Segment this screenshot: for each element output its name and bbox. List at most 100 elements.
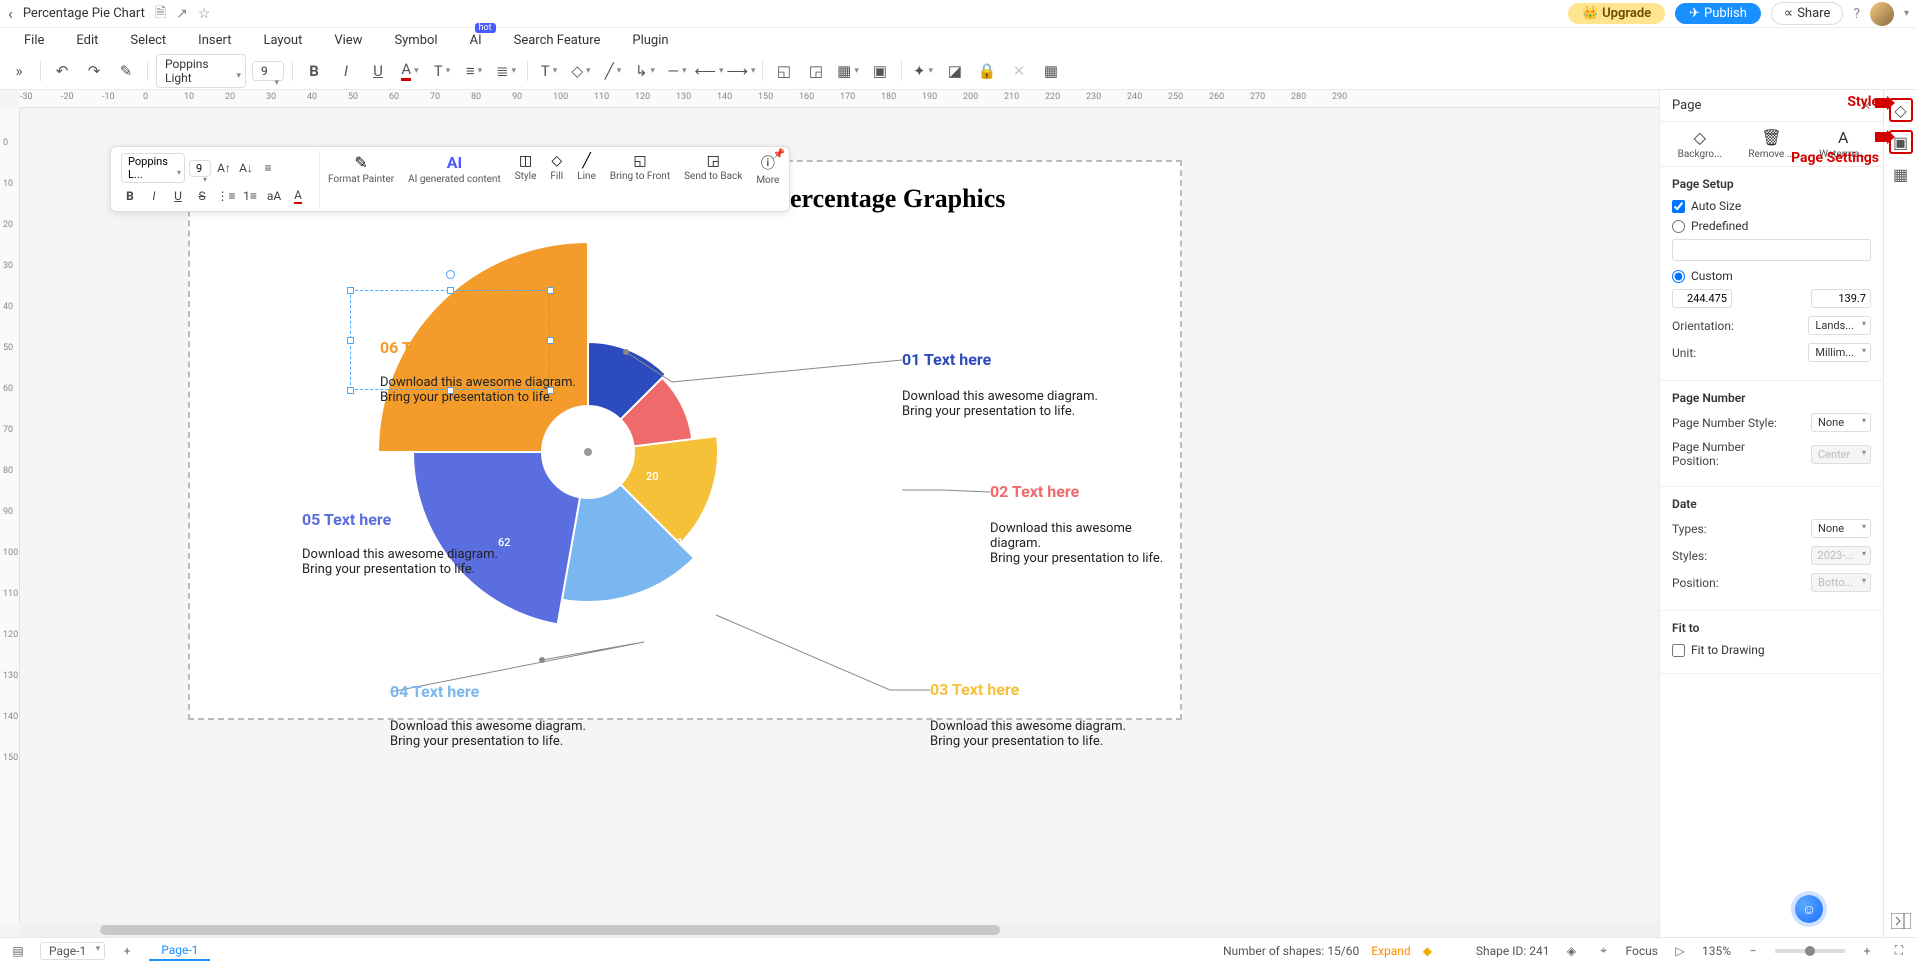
menu-insert[interactable]: Insert bbox=[182, 31, 247, 50]
text-tool-icon[interactable]: T bbox=[536, 58, 562, 84]
ai-button[interactable]: AI AI generated content bbox=[402, 151, 507, 187]
pn-position-select[interactable]: Center bbox=[1811, 445, 1871, 464]
fullscreen-icon[interactable]: ⛶ bbox=[1889, 941, 1909, 961]
width-input[interactable] bbox=[1672, 289, 1732, 308]
share-button[interactable]: ∝ Share bbox=[1771, 2, 1843, 25]
group-icon[interactable]: ▦ bbox=[835, 58, 861, 84]
expand-link[interactable]: Expand bbox=[1371, 944, 1410, 958]
font-color-icon[interactable]: A bbox=[397, 58, 423, 84]
lock-icon[interactable]: 🔒 bbox=[974, 58, 1000, 84]
page-select[interactable]: Page-1 bbox=[40, 942, 105, 960]
pin-icon[interactable]: 📌 bbox=[773, 149, 785, 160]
underline-icon[interactable]: U bbox=[365, 58, 391, 84]
zoom-slider[interactable] bbox=[1775, 949, 1845, 953]
expand-panel-icon[interactable]: » bbox=[6, 58, 32, 84]
grid-rail-icon[interactable]: ▦ bbox=[1889, 162, 1913, 186]
avatar[interactable] bbox=[1870, 2, 1894, 26]
page[interactable]: ercentage Graphics 552015354862 01 Text … bbox=[188, 160, 1182, 720]
menu-layout[interactable]: Layout bbox=[247, 31, 318, 50]
bold-icon[interactable]: B bbox=[301, 58, 327, 84]
italic-icon[interactable]: I bbox=[333, 58, 359, 84]
menu-ai[interactable]: AIhot bbox=[454, 31, 498, 50]
focus-target-icon[interactable]: ⌖ bbox=[1594, 941, 1614, 961]
avatar-menu-icon[interactable]: ▾ bbox=[1904, 8, 1909, 19]
horizontal-scrollbar[interactable] bbox=[20, 923, 1659, 937]
menu-view[interactable]: View bbox=[318, 31, 378, 50]
callout-04[interactable]: 04 Text hereDownload this awesome diagra… bbox=[390, 682, 586, 749]
font-color-icon[interactable]: A bbox=[289, 187, 307, 205]
float-font-select[interactable]: Poppins L... bbox=[121, 153, 185, 183]
line-button[interactable]: ╱ Line bbox=[571, 151, 602, 184]
align-icon[interactable]: ≡ bbox=[461, 58, 487, 84]
pages-icon[interactable]: ▤ bbox=[8, 941, 28, 961]
play-icon[interactable]: ▷ bbox=[1670, 941, 1690, 961]
bring-front-icon[interactable]: ◱ bbox=[771, 58, 797, 84]
bold-icon[interactable]: B bbox=[121, 187, 139, 205]
callout-06[interactable]: 06 Text hereDownload this awesome diagra… bbox=[380, 338, 576, 405]
callout-01[interactable]: 01 Text hereDownload this awesome diagra… bbox=[902, 350, 1098, 419]
menu-select[interactable]: Select bbox=[114, 31, 182, 50]
upgrade-button[interactable]: 👑 Upgrade bbox=[1568, 3, 1665, 24]
canvas-inner[interactable]: ercentage Graphics 552015354862 01 Text … bbox=[20, 108, 1659, 923]
style-button[interactable]: ◫ Style bbox=[509, 151, 543, 184]
predefined-select[interactable] bbox=[1672, 239, 1871, 261]
collapse-panel-icon[interactable] bbox=[1891, 913, 1911, 929]
numbering-icon[interactable]: 1≡ bbox=[241, 187, 259, 205]
callout-03[interactable]: 03 Text hereDownload this awesome diagra… bbox=[930, 680, 1126, 749]
underline-icon[interactable]: U bbox=[169, 187, 187, 205]
image-icon[interactable]: ▣ bbox=[867, 58, 893, 84]
focus-label[interactable]: Focus bbox=[1626, 944, 1658, 958]
float-font-size[interactable]: 9 bbox=[189, 160, 211, 177]
zoom-in-icon[interactable]: + bbox=[1857, 941, 1877, 961]
arrow-start-icon[interactable]: ⟵ bbox=[696, 58, 722, 84]
zoom-out-icon[interactable]: − bbox=[1743, 941, 1763, 961]
italic-icon[interactable]: I bbox=[145, 187, 163, 205]
redo-icon[interactable]: ↷ bbox=[81, 58, 107, 84]
increase-font-icon[interactable]: A↑ bbox=[215, 159, 233, 177]
publish-button[interactable]: ✈ Publish bbox=[1675, 3, 1761, 24]
send-back-icon[interactable]: ◲ bbox=[803, 58, 829, 84]
menu-edit[interactable]: Edit bbox=[60, 31, 114, 50]
layer-icon[interactable]: ◈ bbox=[1562, 941, 1582, 961]
format-painter-icon[interactable]: ✎ bbox=[113, 58, 139, 84]
bullets-icon[interactable]: ⋮≡ bbox=[217, 187, 235, 205]
send-back-button[interactable]: ◲ Send to Back bbox=[678, 151, 748, 184]
effects-icon[interactable]: ✦ bbox=[910, 58, 936, 84]
add-page-icon[interactable]: + bbox=[117, 941, 137, 961]
strike-icon[interactable]: S bbox=[193, 187, 211, 205]
menu-plugin[interactable]: Plugin bbox=[616, 31, 684, 50]
auto-size-checkbox[interactable]: Auto Size bbox=[1672, 199, 1871, 213]
table-icon[interactable]: ▦ bbox=[1038, 58, 1064, 84]
text-case-icon[interactable]: aA bbox=[265, 187, 283, 205]
menu-file[interactable]: File bbox=[8, 31, 60, 50]
text-size-icon[interactable]: T bbox=[429, 58, 455, 84]
align-icon[interactable]: ≡ bbox=[259, 159, 277, 177]
canvas-area[interactable]: -30-20-100102030405060708090100110120130… bbox=[0, 90, 1659, 937]
tools-icon[interactable]: ✕ bbox=[1006, 58, 1032, 84]
date-types-select[interactable]: None bbox=[1811, 519, 1871, 538]
font-size-select[interactable]: 9 bbox=[252, 61, 284, 81]
date-position-select[interactable]: Botto... bbox=[1811, 573, 1871, 592]
star-icon[interactable]: ☆ bbox=[198, 6, 211, 22]
menu-search-feature[interactable]: Search Feature bbox=[498, 31, 617, 50]
custom-radio[interactable]: Custom bbox=[1672, 269, 1871, 283]
page-tab[interactable]: Page-1 bbox=[149, 941, 210, 961]
line-spacing-icon[interactable]: ≣ bbox=[493, 58, 519, 84]
font-select[interactable]: Poppins Light bbox=[156, 54, 246, 88]
tab-background[interactable]: ◇Backgro... bbox=[1664, 128, 1736, 160]
orientation-select[interactable]: Lands... bbox=[1808, 316, 1871, 335]
undo-icon[interactable]: ↶ bbox=[49, 58, 75, 84]
back-icon[interactable]: ‹ bbox=[8, 4, 13, 23]
format-painter-button[interactable]: ✎ Format Painter bbox=[322, 151, 400, 187]
menu-symbol[interactable]: Symbol bbox=[378, 31, 453, 50]
line-color-icon[interactable]: ╱ bbox=[600, 58, 626, 84]
save-icon[interactable]: 🗎 bbox=[155, 2, 166, 26]
decrease-font-icon[interactable]: A↓ bbox=[237, 159, 255, 177]
help-icon[interactable]: ? bbox=[1853, 6, 1860, 22]
arrow-end-icon[interactable]: ⟶ bbox=[728, 58, 754, 84]
open-external-icon[interactable]: ↗ bbox=[176, 6, 188, 22]
pn-style-select[interactable]: None bbox=[1811, 413, 1871, 432]
bring-front-button[interactable]: ◱ Bring to Front bbox=[604, 151, 676, 184]
unit-select[interactable]: Millim... bbox=[1808, 343, 1871, 362]
callout-05[interactable]: 05 Text hereDownload this awesome diagra… bbox=[302, 510, 498, 577]
